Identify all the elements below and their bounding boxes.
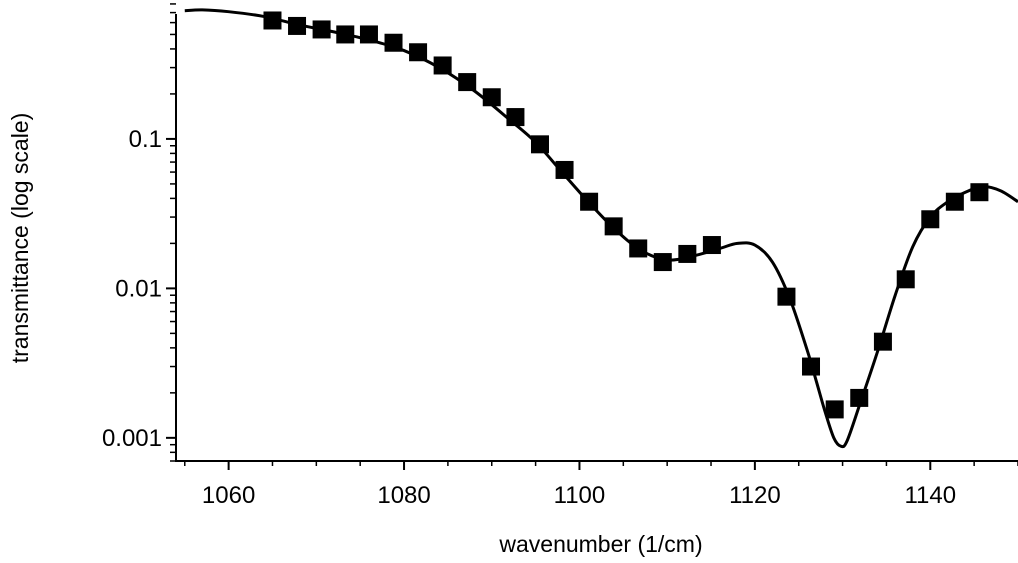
data-point-marker xyxy=(850,388,869,407)
data-point-marker xyxy=(458,73,477,92)
data-point-marker xyxy=(506,108,525,127)
data-point-marker xyxy=(384,33,403,52)
data-point-marker xyxy=(580,192,599,211)
transmittance-line xyxy=(184,8,1018,449)
x-tick-label: 1060 xyxy=(202,482,255,509)
data-point-marker xyxy=(263,11,282,30)
data-point-marker xyxy=(678,244,697,263)
x-tick-label: 1080 xyxy=(377,482,430,509)
y-tick-label: 0.1 xyxy=(129,126,162,153)
data-point-marker xyxy=(482,88,501,107)
data-point-marker xyxy=(629,239,648,258)
data-point-marker xyxy=(802,357,821,376)
x-ticks: 1060 1080 1100 1120 1140 xyxy=(184,461,1018,509)
data-point-marker xyxy=(970,183,989,202)
data-point-marker xyxy=(777,287,796,306)
x-axis-label: wavenumber (1/cm) xyxy=(498,531,702,557)
x-tick-label: 1120 xyxy=(729,482,781,509)
data-point-marker xyxy=(530,135,549,154)
data-point-marker xyxy=(336,25,355,44)
data-point-marker xyxy=(702,236,721,255)
y-tick-label: 0.01 xyxy=(115,275,162,302)
data-point-marker xyxy=(409,43,428,62)
data-point-marker xyxy=(945,192,964,211)
data-point-marker xyxy=(433,56,452,75)
data-point-marker xyxy=(555,160,574,179)
y-axis-label: transmittance (log scale) xyxy=(7,113,33,364)
data-point-marker xyxy=(288,16,307,35)
data-point-marker xyxy=(604,217,623,236)
data-point-marker xyxy=(312,20,331,39)
data-point-marker xyxy=(653,253,672,272)
data-point-marker xyxy=(825,400,844,419)
data-point-marker xyxy=(359,25,378,44)
y-tick-label: 0.001 xyxy=(102,425,162,452)
y-ticks: 0.001 0.01 0.1 xyxy=(102,3,176,462)
data-point-marker xyxy=(873,332,892,351)
x-tick-label: 1140 xyxy=(904,482,956,509)
x-tick-label: 1100 xyxy=(554,482,606,509)
plot-series xyxy=(184,8,1018,449)
data-point-marker xyxy=(896,270,915,289)
data-point-marker xyxy=(921,210,940,229)
